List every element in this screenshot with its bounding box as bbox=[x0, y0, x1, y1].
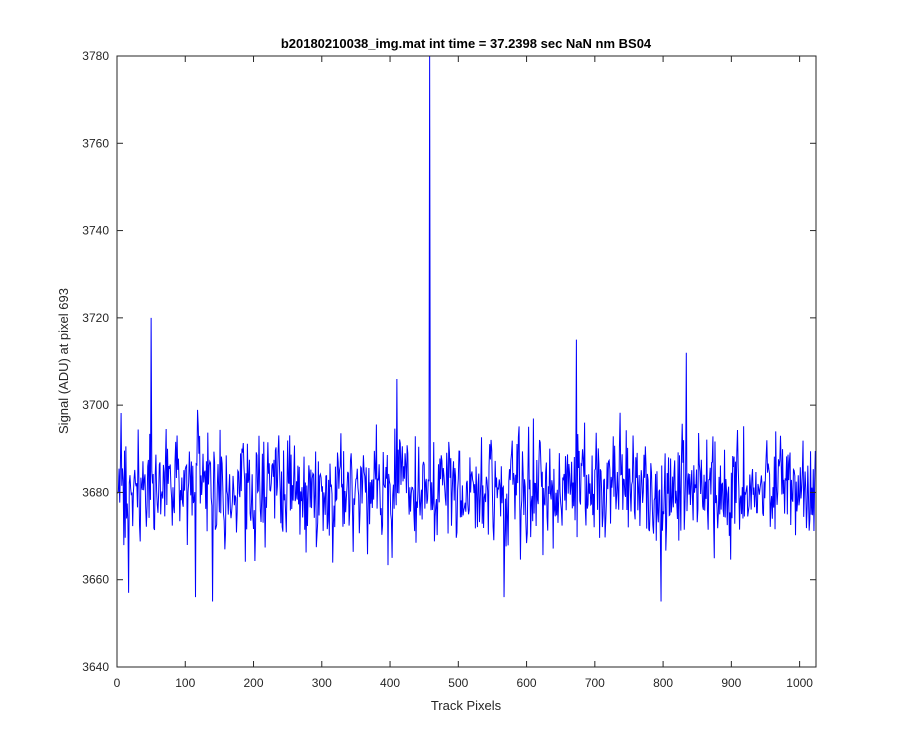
x-tick-label: 600 bbox=[517, 676, 537, 690]
x-tick-label: 0 bbox=[114, 676, 121, 690]
x-tick-label: 500 bbox=[448, 676, 468, 690]
y-tick-label: 3740 bbox=[82, 224, 109, 238]
x-tick-label: 800 bbox=[653, 676, 673, 690]
axes-layer bbox=[116, 55, 817, 668]
x-tick-label: 700 bbox=[585, 676, 605, 690]
y-tick-label: 3680 bbox=[82, 485, 109, 499]
y-axis-label: Signal (ADU) at pixel 693 bbox=[56, 288, 71, 434]
x-axis-label: Track Pixels bbox=[431, 698, 502, 713]
y-tick-label: 3760 bbox=[82, 136, 109, 150]
y-tick-label: 3780 bbox=[82, 49, 109, 63]
x-tick-label: 400 bbox=[380, 676, 400, 690]
y-tick-label: 3640 bbox=[82, 660, 109, 674]
y-tick-label: 3700 bbox=[82, 398, 109, 412]
chart-title: b20180210038_img.mat int time = 37.2398 … bbox=[281, 36, 652, 51]
x-ticks: 0 100 200 300 400 500 600 700 800 900 1000 bbox=[114, 56, 813, 690]
signal-series-line bbox=[117, 55, 817, 602]
y-tick-label: 3720 bbox=[82, 311, 109, 325]
x-tick-label: 300 bbox=[312, 676, 332, 690]
x-tick-label: 200 bbox=[244, 676, 264, 690]
plot-area bbox=[117, 56, 816, 667]
y-ticks: 3640 3660 3680 3700 3720 3740 3760 3780 bbox=[82, 49, 816, 674]
axes-box bbox=[116, 55, 817, 668]
x-tick-label: 1000 bbox=[786, 676, 813, 690]
x-tick-label: 100 bbox=[175, 676, 195, 690]
x-tick-label: 900 bbox=[721, 676, 741, 690]
y-tick-label: 3660 bbox=[82, 573, 109, 587]
series-layer bbox=[117, 55, 817, 602]
